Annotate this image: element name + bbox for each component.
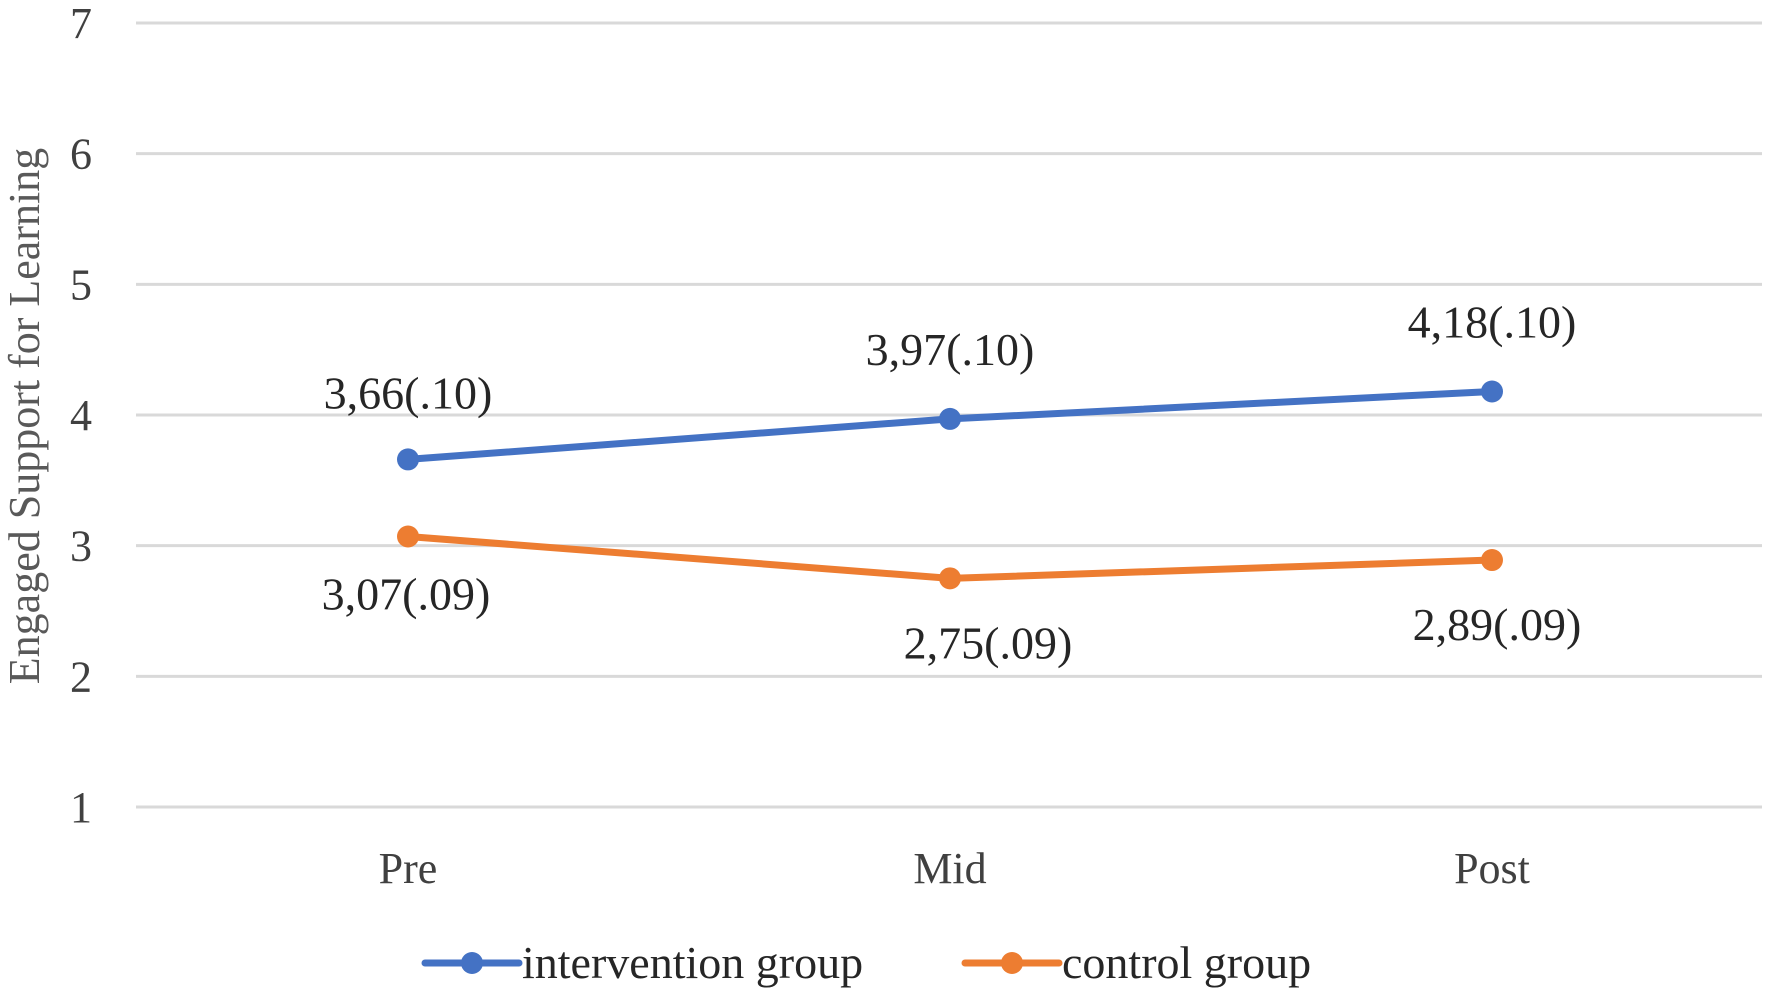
legend-label: control group [1062,937,1311,988]
series-intervention-group [397,380,1503,471]
data-label: 3,66(.10) [324,367,493,418]
y-axis-title: Engaged Support for Learning [0,148,49,684]
x-tick-label: Post [1454,844,1530,893]
legend-item: control group [961,937,1311,988]
y-tick-label: 6 [70,130,92,179]
data-point [939,567,961,590]
legend-marker [461,952,483,974]
series-control-group [397,525,1503,590]
x-tick-label: Mid [913,844,986,893]
y-tick-label: 3 [70,522,92,571]
data-label: 3,07(.09) [322,569,491,620]
legend-label: intervention group [522,937,863,988]
legend-marker [1001,952,1023,974]
y-axis-ticks: 1 2 3 4 5 6 7 [70,0,92,832]
y-tick-label: 1 [70,783,92,832]
x-axis-ticks: Pre Mid Post [379,844,1530,893]
data-label: 2,89(.09) [1413,599,1582,650]
data-labels: 3,66(.10) 3,97(.10) 4,18(.10) 3,07(.09) 2,75… [322,296,1582,668]
y-tick-label: 2 [70,652,92,701]
legend: intervention group control group [421,937,1311,988]
data-label: 4,18(.10) [1408,296,1577,347]
data-point [397,448,419,471]
legend-item: intervention group [421,937,863,988]
y-tick-label: 4 [70,391,92,440]
data-point [939,407,961,430]
data-point [1481,380,1503,403]
x-tick-label: Pre [379,844,438,893]
data-label: 2,75(.09) [904,617,1073,668]
data-label: 3,97(.10) [866,324,1035,375]
y-tick-label: 7 [70,0,92,48]
data-point [1481,549,1503,572]
y-tick-label: 5 [70,260,92,309]
data-point [397,525,419,548]
series [397,380,1503,590]
